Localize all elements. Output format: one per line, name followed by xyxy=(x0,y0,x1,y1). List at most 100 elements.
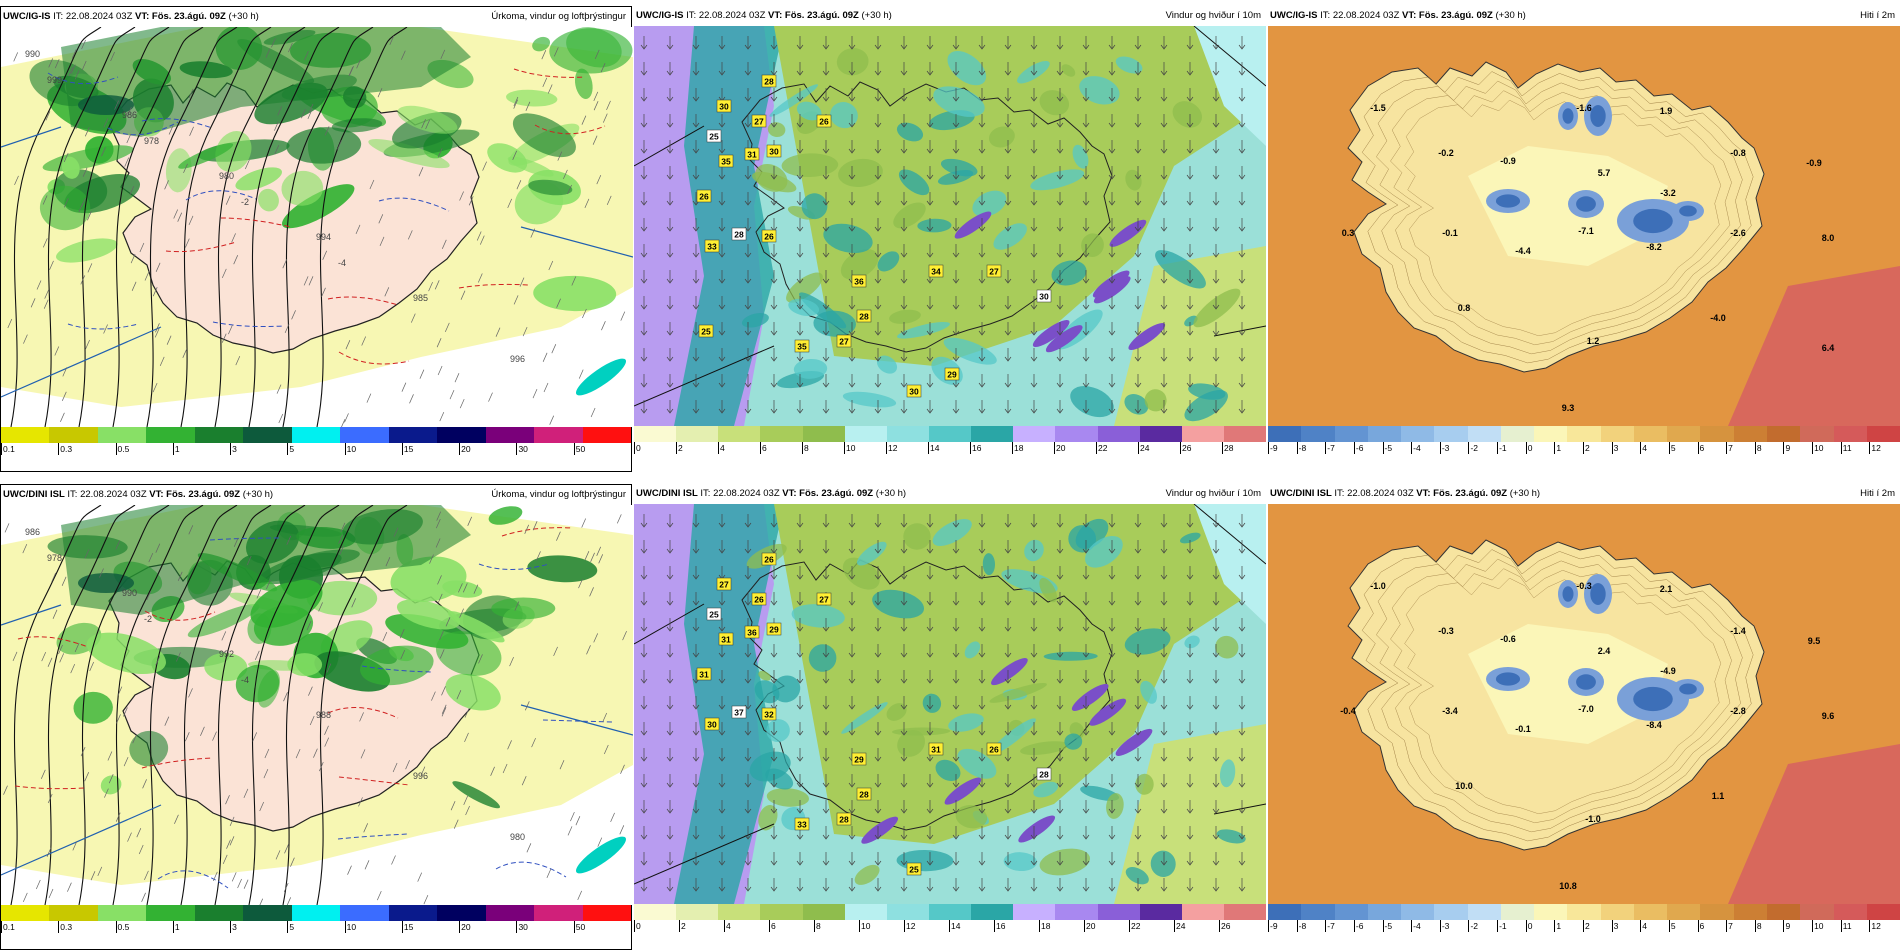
colorbar-tick: 8 xyxy=(1754,920,1762,932)
wind-cell xyxy=(922,693,942,713)
colorbar-ticks: 0 2 4 6 8 10 12 14 16 18 20 22 24 26 28 xyxy=(634,442,1266,456)
map-area[interactable]: 28 30 27 26 25 35 31 30 26 33 28 26 36 34 27 28 30 35 27 30… xyxy=(634,26,1266,426)
wind-arrow-head xyxy=(692,782,700,788)
wind-arrow-head xyxy=(822,70,830,76)
map-area[interactable]: -1.0 -0.3 2.1 -0.3 -0.6 2.4 -1.4 9.5 -0.4 -3.4 -4.… xyxy=(1268,504,1900,904)
wind-arrow-head xyxy=(718,304,726,310)
temp-contour xyxy=(1390,568,1732,824)
wind-barb xyxy=(463,795,469,806)
wind-barb xyxy=(441,707,447,717)
wind-arrow-head xyxy=(692,304,700,310)
colorbar-tick: 2 xyxy=(676,442,683,454)
wind-barb xyxy=(256,589,262,599)
wind-barb xyxy=(110,51,115,62)
wind-barb xyxy=(184,238,190,248)
wind-barb xyxy=(525,101,531,111)
wind-arrow-head xyxy=(874,382,882,388)
vt-label: VT: xyxy=(149,489,164,500)
wind-arrow-head xyxy=(1056,304,1064,310)
wind-arrow-head xyxy=(978,44,986,50)
temp-contour xyxy=(1361,71,1754,364)
wind-barb xyxy=(81,60,87,71)
colorbar-tick: 50 xyxy=(573,921,586,933)
wind-barb xyxy=(221,333,227,343)
colorbar-swatch xyxy=(1097,904,1140,920)
wind-cell xyxy=(1124,394,1149,415)
wind-barb xyxy=(43,299,49,309)
wind-arrow-head xyxy=(1134,382,1142,388)
wind-arrow-head xyxy=(666,330,674,336)
colorbar-swatch xyxy=(291,905,341,921)
gust-value: 25 xyxy=(701,327,711,337)
wind-barb xyxy=(276,384,282,394)
map-area[interactable]: -1.5 -1.6 1.9 -0.2 -0.9 5.7 -0.8 -0.9 0.3 -0.1 -3.… xyxy=(1268,26,1900,426)
wind-cell xyxy=(896,122,924,142)
colorbar: 0 2 4 6 8 10 12 14 16 18 20 22 24 26 xyxy=(634,904,1267,950)
map-area[interactable]: 26 27 26 27 25 31 36 29 31 30 37 32 29 31 26 28 28 33 28 25 xyxy=(634,504,1266,904)
wind-arrow-head xyxy=(1082,808,1090,814)
wind-barb xyxy=(526,843,532,853)
wind-barb xyxy=(48,888,54,899)
wind-arrow-head xyxy=(1160,200,1168,206)
wind-arrow-head xyxy=(666,304,674,310)
wind-arrow-head xyxy=(1186,756,1194,762)
colorbar: 0 2 4 6 8 10 12 14 16 18 20 22 24 26 28 xyxy=(634,426,1267,472)
map-area[interactable]: 986 990 992 988 996 980 978 -2 -4 xyxy=(1,505,633,905)
wind-cell xyxy=(838,158,883,187)
wind-barb xyxy=(138,844,144,855)
wind-arrow-head xyxy=(1134,678,1142,684)
wind-arrow-head xyxy=(1186,226,1194,232)
wind-barb xyxy=(278,413,284,424)
colorbar-swatch xyxy=(1766,904,1801,920)
gust-badge: 25 xyxy=(698,324,714,338)
wind-arrow-head xyxy=(1030,782,1038,788)
wind-cell xyxy=(791,604,845,628)
gust-value: 30 xyxy=(719,102,729,112)
isobar xyxy=(112,27,204,427)
gust-value: 31 xyxy=(747,150,757,160)
wind-arrow-head xyxy=(1056,174,1064,180)
temp-value: -0.9 xyxy=(1806,158,1822,168)
wind-arrow-head xyxy=(1160,886,1168,892)
isobar xyxy=(214,505,306,905)
wind-arrow-head xyxy=(1108,808,1116,814)
wind-barb xyxy=(410,313,416,323)
colorbar-swatch xyxy=(1600,904,1634,920)
cold-core xyxy=(1576,196,1596,212)
wind-arrow-head xyxy=(770,174,778,180)
colorbar-tick: -9 xyxy=(1268,442,1278,454)
gust-value: 27 xyxy=(719,580,729,590)
wind-cell xyxy=(766,719,790,743)
wind-barb xyxy=(78,202,84,213)
interior-mild xyxy=(1468,624,1668,744)
wind-arrow-head xyxy=(1212,652,1220,658)
wind-arrow-head xyxy=(900,200,908,206)
colorbar-swatch xyxy=(928,904,972,920)
wind-arrow-head xyxy=(822,782,830,788)
wind-arrow-head xyxy=(900,886,908,892)
map-area[interactable]: 990 986 980 994 985 996 999 978 -2 -4 xyxy=(1,27,633,427)
colorbar-swatch xyxy=(49,427,98,443)
temp-value: -3.2 xyxy=(1660,188,1676,198)
wind-barb xyxy=(378,214,384,224)
wind-arrow-head xyxy=(874,834,882,840)
wind-barb xyxy=(282,259,288,269)
wind-barb xyxy=(222,854,228,865)
wind-barb xyxy=(228,324,233,335)
colorbar-tick: 0.5 xyxy=(115,443,130,455)
gust-badge: 28 xyxy=(856,787,872,801)
wind-barb xyxy=(233,537,239,547)
wind-barb xyxy=(144,271,150,281)
gust-streak xyxy=(1071,683,1109,711)
gust-value: 26 xyxy=(699,192,709,202)
wind-barb xyxy=(159,356,165,367)
wind-arrow-head xyxy=(952,226,960,232)
wind-arrow-head xyxy=(848,678,856,684)
wind-arrow-head xyxy=(848,652,856,658)
colorbar-swatch xyxy=(634,426,677,442)
wind-arrow-head xyxy=(1004,756,1012,762)
contour-label: 992 xyxy=(219,649,234,659)
wind-arrow-head xyxy=(1186,96,1194,102)
wind-arrow-head xyxy=(1238,96,1246,102)
colorbar-swatch xyxy=(1367,426,1402,442)
